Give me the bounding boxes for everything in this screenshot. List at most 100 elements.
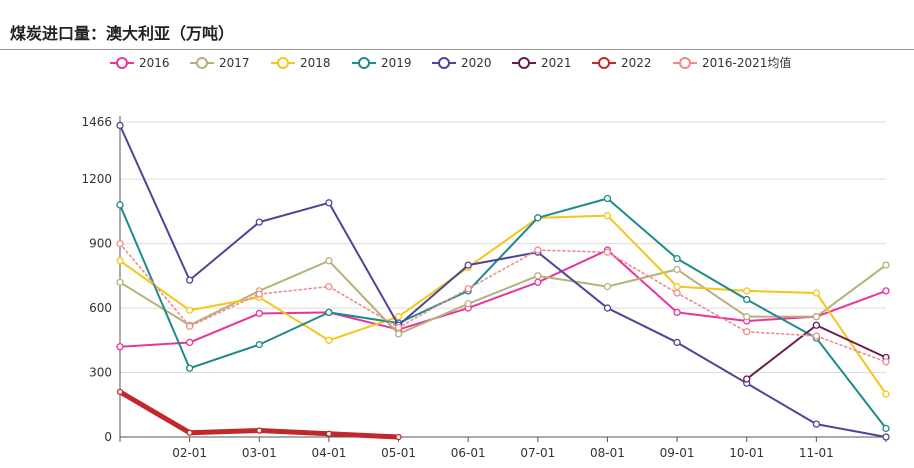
data-point[interactable] — [882, 287, 890, 295]
legend-marker — [438, 57, 450, 69]
legend-item[interactable]: 2021 — [512, 56, 572, 70]
data-point[interactable] — [464, 285, 472, 293]
y-tick-label: 1200 — [81, 172, 112, 186]
series-2016-2021均值 — [116, 239, 890, 366]
data-point[interactable] — [882, 390, 890, 398]
data-point[interactable] — [255, 290, 263, 298]
data-point[interactable] — [603, 194, 612, 203]
data-point[interactable] — [534, 278, 542, 286]
data-point[interactable] — [534, 214, 542, 222]
data-point[interactable] — [325, 257, 333, 265]
series-line — [119, 242, 887, 363]
data-point[interactable] — [255, 218, 263, 226]
data-point[interactable] — [882, 358, 890, 366]
legend-marker — [518, 57, 530, 69]
data-point[interactable] — [812, 313, 821, 321]
data-point[interactable] — [882, 261, 890, 269]
data-point[interactable] — [116, 201, 124, 209]
data-point[interactable] — [882, 424, 890, 433]
legend-item[interactable]: 2019 — [352, 56, 412, 70]
data-point[interactable] — [743, 313, 751, 321]
legend-label: 2016-2021均值 — [702, 55, 791, 70]
data-point[interactable] — [325, 430, 333, 437]
legend-item[interactable]: 2020 — [432, 56, 492, 70]
legend-item[interactable]: 2016-2021均值 — [673, 55, 791, 70]
legend-item[interactable]: 2022 — [592, 56, 652, 70]
data-point[interactable] — [603, 212, 612, 220]
data-point[interactable] — [116, 278, 124, 286]
data-point[interactable] — [743, 328, 751, 336]
x-tick-label: 09-01 — [660, 446, 695, 460]
data-point[interactable] — [743, 375, 751, 383]
data-point[interactable] — [116, 121, 124, 130]
title-divider — [0, 49, 914, 50]
data-point[interactable] — [603, 282, 612, 291]
series-line — [119, 259, 887, 335]
y-axis-ticks: 0 300 600 900 1200 1466 — [81, 115, 121, 444]
data-point[interactable] — [116, 388, 124, 396]
data-point[interactable] — [673, 338, 681, 347]
data-point[interactable] — [116, 343, 124, 351]
data-point[interactable] — [534, 272, 542, 280]
data-point[interactable] — [743, 295, 751, 304]
data-point[interactable] — [882, 433, 890, 441]
legend-item[interactable]: 2018 — [271, 56, 331, 70]
data-point[interactable] — [673, 265, 681, 274]
data-point[interactable] — [673, 255, 681, 263]
data-point[interactable] — [812, 289, 821, 297]
data-point[interactable] — [812, 420, 821, 428]
series-line — [119, 249, 887, 348]
data-point[interactable] — [116, 257, 124, 265]
series-2017 — [116, 257, 890, 338]
legend: 2016 2017 2018 2019 2020 2021 2022 2016-2021均值 — [110, 55, 791, 70]
data-point[interactable] — [185, 338, 194, 347]
legend-label: 2019 — [381, 56, 412, 70]
legend-label: 2020 — [461, 56, 492, 70]
legend-marker — [358, 57, 370, 69]
data-point[interactable] — [464, 300, 472, 308]
x-tick-label: 06-01 — [451, 446, 486, 460]
x-tick-label: 04-01 — [311, 446, 346, 460]
series-2016 — [116, 246, 890, 351]
x-tick-label: 10-01 — [729, 446, 764, 460]
data-point[interactable] — [185, 306, 194, 314]
legend-item[interactable]: 2016 — [110, 56, 170, 70]
data-point[interactable] — [394, 330, 403, 338]
data-point[interactable] — [743, 287, 751, 295]
data-point[interactable] — [673, 308, 681, 317]
series-line — [119, 197, 887, 430]
data-point[interactable] — [116, 239, 124, 248]
x-tick-label: 03-01 — [242, 446, 277, 460]
data-point[interactable] — [812, 332, 821, 340]
legend-marker — [196, 57, 208, 69]
data-point[interactable] — [464, 261, 472, 269]
data-point[interactable] — [186, 429, 193, 436]
legend-label: 2022 — [621, 56, 652, 70]
data-point[interactable] — [325, 336, 333, 344]
data-point[interactable] — [395, 433, 402, 441]
data-point[interactable] — [325, 199, 333, 207]
x-tick-label: 07-01 — [520, 446, 555, 460]
y-tick-label: 1466 — [81, 115, 112, 129]
data-point[interactable] — [325, 308, 333, 317]
data-point[interactable] — [673, 289, 681, 297]
data-point[interactable] — [255, 340, 263, 349]
data-point[interactable] — [534, 246, 542, 254]
data-point[interactable] — [325, 282, 333, 291]
series-2022 — [116, 388, 402, 441]
data-point[interactable] — [673, 282, 681, 291]
data-point[interactable] — [603, 304, 612, 312]
data-point[interactable] — [603, 248, 612, 256]
legend-item[interactable]: 2017 — [190, 56, 250, 70]
data-point[interactable] — [812, 321, 821, 329]
data-point[interactable] — [185, 322, 194, 330]
data-point[interactable] — [255, 309, 263, 318]
data-point[interactable] — [394, 323, 403, 332]
data-point[interactable] — [185, 364, 194, 372]
y-tick-label: 300 — [89, 366, 112, 380]
x-tick-label: 08-01 — [590, 446, 625, 460]
data-point[interactable] — [185, 276, 194, 284]
data-point[interactable] — [394, 313, 403, 321]
data-point[interactable] — [256, 427, 263, 434]
